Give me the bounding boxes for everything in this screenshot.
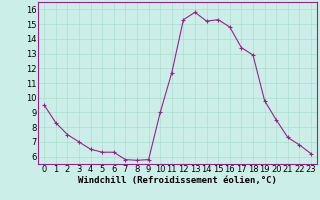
X-axis label: Windchill (Refroidissement éolien,°C): Windchill (Refroidissement éolien,°C) [78, 176, 277, 185]
